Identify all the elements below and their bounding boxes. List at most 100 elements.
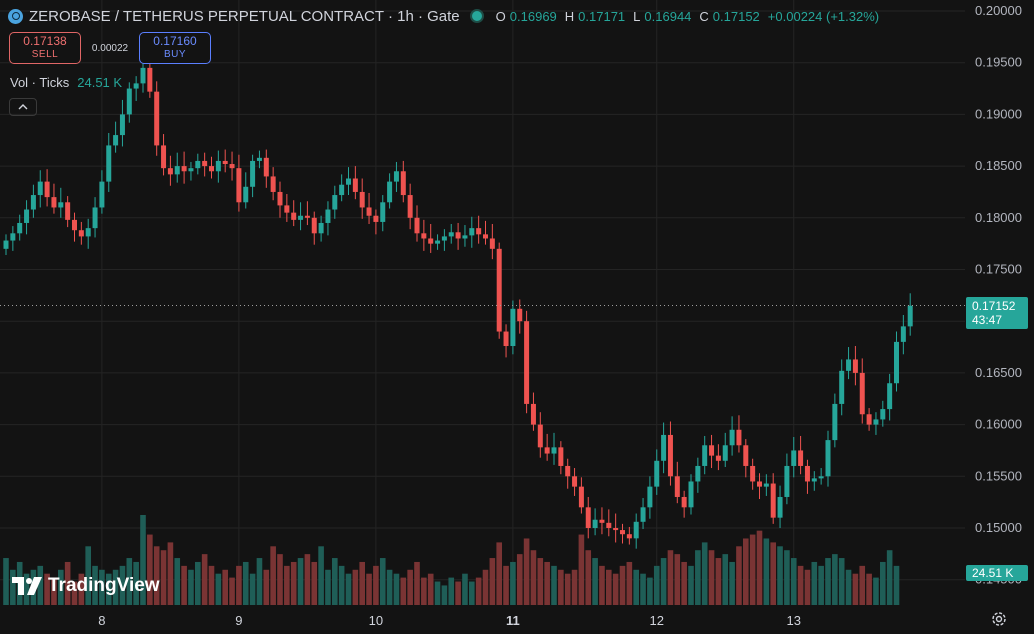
volume-bar (571, 569, 578, 605)
volume-bar (3, 558, 9, 605)
candle-body (757, 481, 762, 487)
candle-body (661, 434, 667, 461)
volume-bar (133, 561, 139, 605)
volume-bar (263, 569, 270, 605)
trade-panel: 0.17138 SELL 0.00022 0.17160 BUY (9, 32, 211, 64)
candle-body (380, 202, 386, 222)
candle-body (366, 207, 372, 216)
candle-body (626, 534, 632, 539)
volume-bar (585, 550, 592, 605)
volume-bar (318, 546, 324, 605)
price-axis[interactable]: 0.145000.150000.155000.160000.165000.170… (975, 3, 1022, 587)
volume-bar (516, 554, 523, 605)
volume-bar (140, 515, 146, 605)
candle-body (825, 440, 831, 477)
time-tick-label: 8 (98, 613, 105, 628)
volume-bar (551, 565, 557, 605)
candle-body (804, 465, 810, 482)
volume-bar (64, 561, 71, 605)
price-tick-label: 0.18000 (975, 210, 1022, 225)
candle-body (736, 429, 742, 446)
candle-body (681, 496, 687, 508)
volume-bar (290, 561, 297, 605)
candle-body (58, 202, 64, 208)
candle-body (832, 403, 838, 441)
volume-bar (242, 561, 249, 605)
volume-bar (811, 561, 818, 605)
candle-body (209, 166, 214, 172)
candle-body (777, 496, 783, 518)
volume-bar (167, 542, 174, 605)
tradingview-logo-icon (12, 577, 42, 595)
volume-bar (832, 554, 838, 605)
symbol-title[interactable]: ZEROBASE / TETHERUS PERPETUAL CONTRACT ·… (29, 7, 460, 25)
volume-bar (886, 550, 893, 605)
high-key: H (564, 8, 575, 24)
candle-body (37, 181, 43, 196)
volume-bar (756, 530, 763, 605)
volume-bar (51, 577, 57, 605)
candle-body (743, 445, 749, 466)
volume-bar (496, 542, 502, 605)
candle-body (332, 195, 338, 210)
candle-body (750, 465, 756, 482)
candle-body (78, 230, 84, 237)
volume-bar (188, 569, 194, 605)
volume-bar (23, 573, 30, 605)
candle-body (277, 191, 283, 206)
volume-bar (277, 554, 283, 605)
chevron-up-icon[interactable] (9, 98, 37, 116)
sell-price: 0.17138 (23, 34, 67, 48)
tradingview-logo[interactable]: TradingView (12, 575, 160, 597)
volume-bar (160, 550, 167, 605)
price-tick-label: 0.20000 (975, 3, 1022, 18)
candle-body (161, 145, 167, 169)
candle-body (448, 232, 454, 237)
sell-button[interactable]: 0.17138 SELL (9, 32, 81, 64)
buy-label: BUY (163, 49, 187, 60)
volume-bar (489, 558, 496, 605)
candle-body (613, 528, 619, 531)
candle-body (763, 483, 769, 487)
candle-body (30, 195, 36, 210)
volume-bar (825, 558, 831, 605)
candle-body (92, 207, 98, 229)
volume-bar (78, 573, 85, 605)
volume-bar (592, 558, 598, 605)
volume-bar (770, 542, 776, 605)
price-tick-label: 0.16500 (975, 365, 1022, 380)
volume-bar (606, 569, 612, 605)
time-tick-label: 11 (506, 613, 520, 628)
volume-bar (359, 561, 365, 605)
volume-bar (599, 565, 605, 605)
volume-bar (578, 534, 585, 605)
time-tick-label: 13 (787, 613, 801, 628)
candle-body (3, 240, 9, 249)
market-status-icon[interactable] (469, 9, 484, 23)
buy-button[interactable]: 0.17160 BUY (139, 32, 211, 64)
candle-body (633, 521, 639, 539)
candle-body (215, 160, 221, 172)
candle-body (202, 160, 208, 167)
settings-gear-icon[interactable] (990, 610, 1008, 628)
time-tick-label: 12 (650, 613, 664, 628)
candle-body (435, 240, 441, 244)
candle-body (599, 519, 605, 523)
candle-body (455, 232, 461, 239)
time-axis[interactable]: 8 9 10 11 12 13 (98, 613, 801, 628)
candle-body (263, 157, 269, 177)
volume-legend[interactable]: Vol · Ticks 24.51 K (10, 75, 122, 90)
volume-bar (688, 565, 694, 605)
volume-bar (626, 561, 633, 605)
volume-bar (804, 569, 811, 605)
candle-body (791, 450, 797, 466)
volume-tag: 24.51 K (966, 565, 1028, 581)
volume-bar (338, 565, 345, 605)
candle-body (667, 434, 673, 477)
candle-body (250, 160, 256, 187)
volume-bar (701, 542, 708, 605)
ohlc-readout: O 0.16969 H 0.17171 L 0.16944 C 0.17152 +0.0… (496, 9, 883, 24)
volume-bar (92, 565, 98, 605)
volume-bar (695, 550, 701, 605)
